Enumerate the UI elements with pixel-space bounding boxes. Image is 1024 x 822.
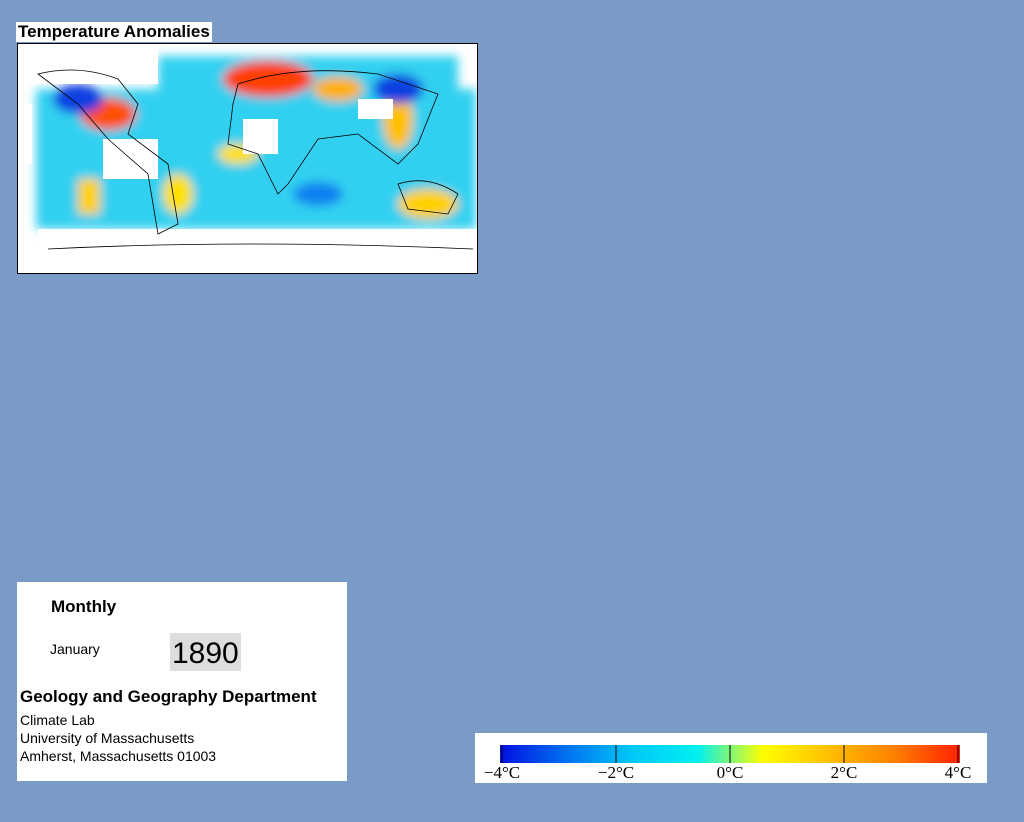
year-label: 1890 (170, 633, 241, 671)
address-line: Climate Lab (20, 712, 95, 728)
address-line: University of Massachusetts (20, 730, 195, 746)
mode-label: Monthly (51, 597, 117, 616)
month-label: January (50, 641, 100, 657)
info-panel: Monthly January 1890 Geology and Geograp… (17, 582, 347, 781)
tick-label: −4°C (484, 763, 520, 782)
colorbar: −4°C −2°C 0°C 2°C 4°C (475, 733, 987, 783)
map (17, 43, 478, 274)
address-line: Amherst, Massachusetts 01003 (20, 748, 217, 764)
coastlines (37, 69, 474, 250)
tick-label: −2°C (598, 763, 634, 782)
department: Geology and Geography Department (20, 687, 317, 706)
tick-label: 0°C (717, 763, 744, 782)
address: Climate Lab University of Massachusetts … (20, 711, 216, 765)
map-title: Temperature Anomalies (16, 22, 212, 42)
tick-label: 2°C (831, 763, 858, 782)
tick-label: 4°C (945, 763, 972, 782)
